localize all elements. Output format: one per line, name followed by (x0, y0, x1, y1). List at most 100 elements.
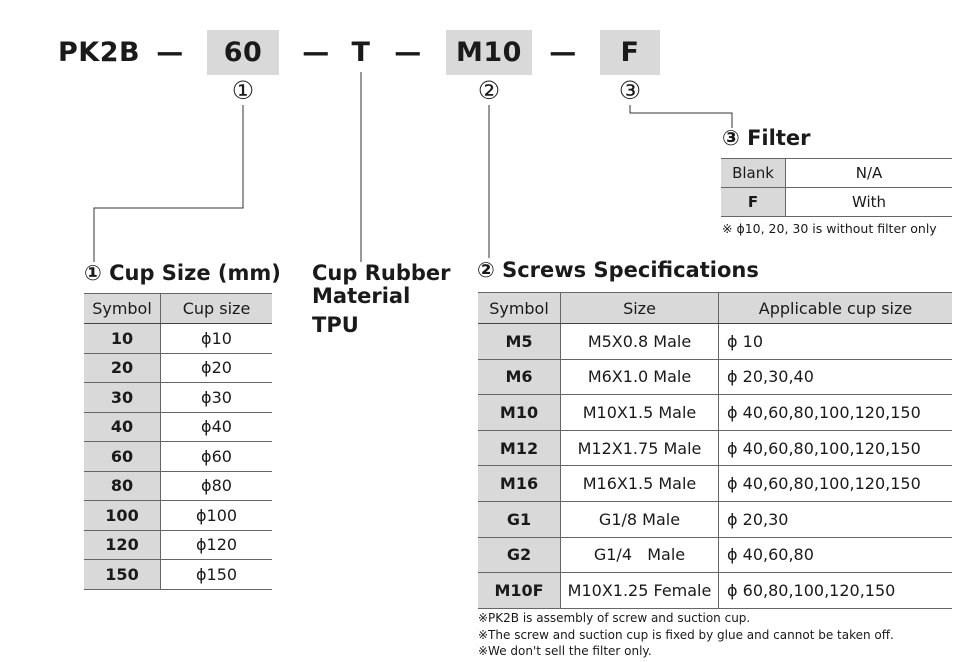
cup-symbol: 150 (84, 559, 161, 590)
table-row: G2 G1/4 Male ϕ 40,60,80 (478, 537, 952, 574)
applicable-cups: ϕ 20,30,40 (718, 359, 952, 396)
table-row: M12 M12X1.75 Male ϕ 40,60,80,100,120,150 (478, 430, 952, 467)
cup-size: ϕ150 (160, 559, 272, 590)
column-header: Size (560, 292, 719, 324)
filter-value: N/A (785, 158, 952, 188)
cup-symbol: 10 (84, 323, 161, 354)
marker-2: ② (477, 76, 501, 105)
applicable-cups: ϕ 40,60,80 (718, 537, 952, 574)
footnote: ※The screw and suction cup is fixed by g… (478, 627, 894, 642)
filter-value: With (785, 187, 952, 217)
filter-table: Blank N/A F With (721, 158, 952, 217)
filter-code-box: F (600, 30, 660, 75)
screw-size: M10X1.25 Female (560, 572, 719, 609)
table-row: Blank N/A (721, 158, 952, 188)
table-header-row: Symbol Size Applicable cup size (478, 292, 952, 324)
applicable-cups: ϕ 20,30 (718, 501, 952, 538)
table-row: G1 G1/8 Male ϕ 20,30 (478, 501, 952, 538)
marker-1: ① (231, 76, 255, 105)
table-row: M10 M10X1.5 Male ϕ 40,60,80,100,120,150 (478, 394, 952, 431)
table-row: F With (721, 187, 952, 217)
footnote: ※PK2B is assembly of screw and suction c… (478, 611, 751, 625)
screw-code-box: M10 (446, 30, 532, 75)
cup-size: ϕ100 (160, 500, 272, 531)
cup-size-title: ① Cup Size (mm) (84, 261, 281, 285)
cup-symbol: 60 (84, 441, 161, 472)
cup-symbol: 100 (84, 500, 161, 531)
screw-symbol: M10 (478, 394, 561, 431)
size-code-box: 60 (207, 30, 279, 75)
screw-size: G1/8 Male (560, 501, 719, 538)
screw-size: G1/4 Male (560, 537, 719, 574)
filter-symbol: Blank (721, 158, 786, 188)
screw-symbol: G2 (478, 537, 561, 574)
screw-size: M5X0.8 Male (560, 323, 719, 360)
column-header: Symbol (84, 293, 161, 324)
filter-symbol: F (721, 187, 786, 217)
applicable-cups: ϕ 40,60,80,100,120,150 (718, 394, 952, 431)
screw-size: M6X1.0 Male (560, 359, 719, 396)
cup-size: ϕ20 (160, 353, 272, 383)
material-title-line1: Cup Rubber (312, 261, 451, 285)
screw-title: ② Screws Specifications (477, 258, 759, 282)
screw-size: M16X1.5 Male (560, 465, 719, 502)
dash-4: — (549, 37, 577, 68)
filter-note: ※ ϕ10, 20, 30 is without filter only (722, 221, 937, 236)
cup-size: ϕ60 (160, 441, 272, 472)
table-row: M5 M5X0.8 Male ϕ 10 (478, 323, 952, 360)
cup-symbol: 30 (84, 382, 161, 413)
column-header: Symbol (478, 292, 561, 324)
screw-size: M12X1.75 Male (560, 430, 719, 467)
material-title-line2: Material (312, 284, 411, 308)
cup-symbol: 80 (84, 471, 161, 501)
dash-2: — (302, 37, 330, 68)
table-row: M16 M16X1.5 Male ϕ 40,60,80,100,120,150 (478, 465, 952, 502)
screw-symbol: M5 (478, 323, 561, 360)
screw-symbol: G1 (478, 501, 561, 538)
screw-symbol: M16 (478, 465, 561, 502)
footnotes: ※PK2B is assembly of screw and suction c… (478, 610, 894, 660)
dash-1: — (156, 37, 184, 68)
table-row: 30 ϕ30 (84, 382, 272, 413)
column-header: Cup size (160, 293, 272, 324)
table-row: 10 ϕ10 (84, 323, 272, 354)
screw-symbol: M12 (478, 430, 561, 467)
cup-size: ϕ40 (160, 412, 272, 442)
screw-symbol: M6 (478, 359, 561, 396)
cup-size-table: Symbol Cup size 10 ϕ10 20 ϕ20 30 ϕ30 40 ϕ40 … (84, 293, 272, 590)
cup-size: ϕ30 (160, 382, 272, 413)
table-header-row: Symbol Cup size (84, 293, 272, 324)
table-row: 120 ϕ120 (84, 530, 272, 560)
model-prefix: PK2B (58, 37, 141, 68)
table-row: 40 ϕ40 (84, 412, 272, 442)
table-row: 100 ϕ100 (84, 500, 272, 531)
table-row: 80 ϕ80 (84, 471, 272, 501)
footnote: ※We don't sell the filter only. (478, 644, 652, 658)
cup-size: ϕ10 (160, 323, 272, 354)
table-row: M10F M10X1.25 Female ϕ 60,80,100,120,150 (478, 572, 952, 609)
column-header: Applicable cup size (718, 292, 952, 324)
applicable-cups: ϕ 40,60,80,100,120,150 (718, 430, 952, 467)
cup-symbol: 40 (84, 412, 161, 442)
table-row: M6 M6X1.0 Male ϕ 20,30,40 (478, 359, 952, 396)
applicable-cups: ϕ 60,80,100,120,150 (718, 572, 952, 609)
cup-symbol: 120 (84, 530, 161, 560)
applicable-cups: ϕ 40,60,80,100,120,150 (718, 465, 952, 502)
material-title: Cup Rubber Material (312, 262, 451, 308)
filter-title: ③ Filter (722, 126, 811, 150)
marker-3: ③ (618, 76, 642, 105)
screw-size: M10X1.5 Male (560, 394, 719, 431)
material-value: TPU (312, 313, 359, 337)
table-row: 60 ϕ60 (84, 441, 272, 472)
material-code: T (351, 37, 371, 68)
cup-size: ϕ80 (160, 471, 272, 501)
dash-3: — (394, 37, 422, 68)
table-row: 150 ϕ150 (84, 559, 272, 590)
cup-symbol: 20 (84, 353, 161, 383)
screw-symbol: M10F (478, 572, 561, 609)
applicable-cups: ϕ 10 (718, 323, 952, 360)
table-row: 20 ϕ20 (84, 353, 272, 383)
screw-table: Symbol Size Applicable cup size M5 M5X0.8… (478, 292, 952, 609)
cup-size: ϕ120 (160, 530, 272, 560)
